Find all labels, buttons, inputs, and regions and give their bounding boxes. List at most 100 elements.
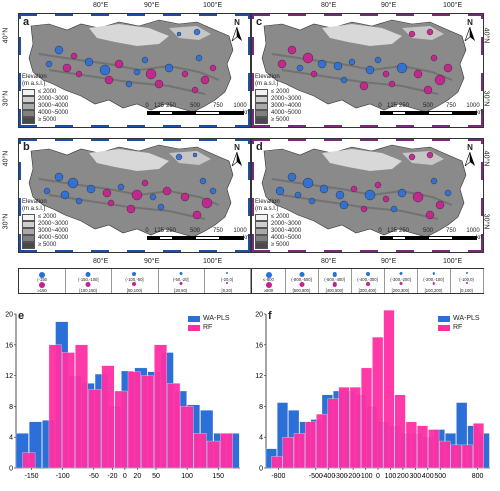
site-marker [54, 172, 64, 182]
basin-shape [89, 149, 169, 171]
legend-item: 4000~5000 [22, 110, 68, 117]
size-legend-cell: (-800,-500] [500,800) [285, 269, 319, 293]
size-legend-label: [500,800) [292, 288, 311, 293]
site-marker [86, 184, 96, 194]
x-tick-label: 20 [133, 473, 141, 480]
legend-item: 3000~4000 [255, 228, 301, 235]
site-marker [43, 187, 51, 195]
scale-unit: km [243, 110, 251, 116]
bar-rf [394, 394, 406, 469]
legend-title: Elevation (m a.s.l.) [22, 199, 47, 212]
frame-ticks-bottom [252, 250, 483, 252]
lat-tick-40-a: 40°N [2, 27, 10, 44]
site-marker [54, 45, 64, 55]
size-legend-cell: (-300,-200] [200,300) [384, 269, 418, 293]
legend-swatch [22, 235, 35, 242]
scale-tick: 1000 [466, 103, 480, 109]
site-marker [408, 153, 416, 161]
legend-swatch [22, 214, 35, 221]
frame-ticks-right [481, 14, 483, 127]
size-legend-cell: (-100,0) [0,100) [450, 269, 484, 293]
site-marker [125, 80, 133, 88]
site-marker [434, 74, 446, 86]
bar-rf [220, 433, 233, 469]
frame-ticks-left [19, 14, 21, 127]
site-marker [426, 151, 434, 159]
legend-swatch [22, 221, 35, 228]
size-legend-label: (-100,0) [459, 277, 474, 282]
scale-tick: 250 [165, 103, 177, 109]
frame-ticks-right [481, 139, 483, 252]
site-marker [84, 57, 94, 67]
frame-ticks-bottom [19, 125, 250, 127]
y-tick-label: 20 [255, 312, 263, 319]
scale-tick: 500 [189, 103, 201, 109]
bar-rf [180, 406, 194, 469]
lat-tick-40-b: 40°N [2, 150, 10, 167]
size-legend-dot-positive [85, 282, 91, 287]
size-legend-label: (-400,-300] [357, 277, 378, 282]
histogram-f: 0 4 8 12 16 20 -800 -500 -400 -300 -200 -100 0 100 200… [250, 300, 500, 486]
y-tick-label: 16 [5, 342, 13, 349]
site-marker [162, 186, 172, 196]
scale-bar: 0 125 250 500 750 1000 km [145, 228, 250, 246]
site-marker [75, 70, 83, 78]
size-legend-dot-positive [465, 282, 468, 284]
size-legend-dot-positive [399, 282, 402, 285]
bar-rf [439, 440, 451, 469]
x-tick-label: -100 [359, 473, 373, 480]
legend-swatch [255, 110, 268, 117]
site-marker [141, 56, 149, 64]
size-legend-dot-negative [39, 272, 46, 278]
lon-tick-100: 100°E [443, 2, 463, 9]
x-tick-label: -500 [309, 473, 323, 480]
bar-rf [75, 344, 88, 469]
frame-ticks-right [248, 14, 250, 127]
site-marker [308, 197, 316, 205]
lon-tick-90: 90°E [381, 2, 397, 9]
site-marker [200, 75, 210, 85]
bar-rf [154, 344, 168, 469]
scale-tick: 1000 [466, 228, 480, 234]
bar-rf [127, 371, 141, 469]
size-legend-label: (-300,-200] [390, 277, 411, 282]
y-tick-label: 12 [5, 373, 13, 380]
x-tick-label: -20 [107, 473, 117, 480]
site-marker [157, 203, 165, 211]
site-marker [374, 56, 382, 64]
site-marker [294, 191, 302, 199]
site-marker [310, 70, 318, 78]
scale-tick: 750 [212, 228, 224, 234]
bar-rf [206, 440, 220, 469]
basin-shape [322, 149, 402, 171]
site-marker [350, 185, 358, 193]
y-tick-label: 20 [5, 312, 13, 319]
site-marker [70, 52, 78, 60]
size-legend-label: (-20,0] [220, 277, 233, 282]
legend-item-rf: RF [438, 323, 480, 332]
scale-tick: 500 [422, 103, 434, 109]
elevation-legend: Elevation (m a.s.l.) ≤ 2000 2000~3000 300… [22, 199, 68, 249]
panel-label-e: e [18, 310, 25, 322]
scale-bar-graphic [380, 236, 477, 240]
bar-rf [22, 452, 36, 469]
site-marker [408, 30, 416, 38]
elevation-legend: Elevation (m a.s.l.) ≤ 2000 2000~3000 300… [255, 199, 301, 249]
size-legend-dot-negative [225, 272, 228, 274]
legend-swatch [255, 221, 268, 228]
size-legend-left: (-150 ≥150 (-150,-100] [100,150) (-100,-50] [… [18, 268, 251, 294]
legend-item-rf: RF [188, 323, 230, 332]
site-marker [426, 28, 434, 36]
bar-rf [271, 456, 283, 469]
site-marker [390, 205, 398, 213]
site-marker [117, 183, 125, 191]
scale-bar-graphic [147, 236, 244, 240]
site-marker [335, 190, 345, 200]
legend-swatch [22, 117, 35, 124]
legend-item: ≤ 2000 [255, 89, 301, 96]
bar-rf [338, 387, 350, 469]
lon-tick-80: 80°E [321, 2, 337, 9]
x-tick-label: 400 [422, 473, 434, 480]
bar-rf [114, 390, 128, 469]
basin-shape-2 [169, 26, 211, 40]
